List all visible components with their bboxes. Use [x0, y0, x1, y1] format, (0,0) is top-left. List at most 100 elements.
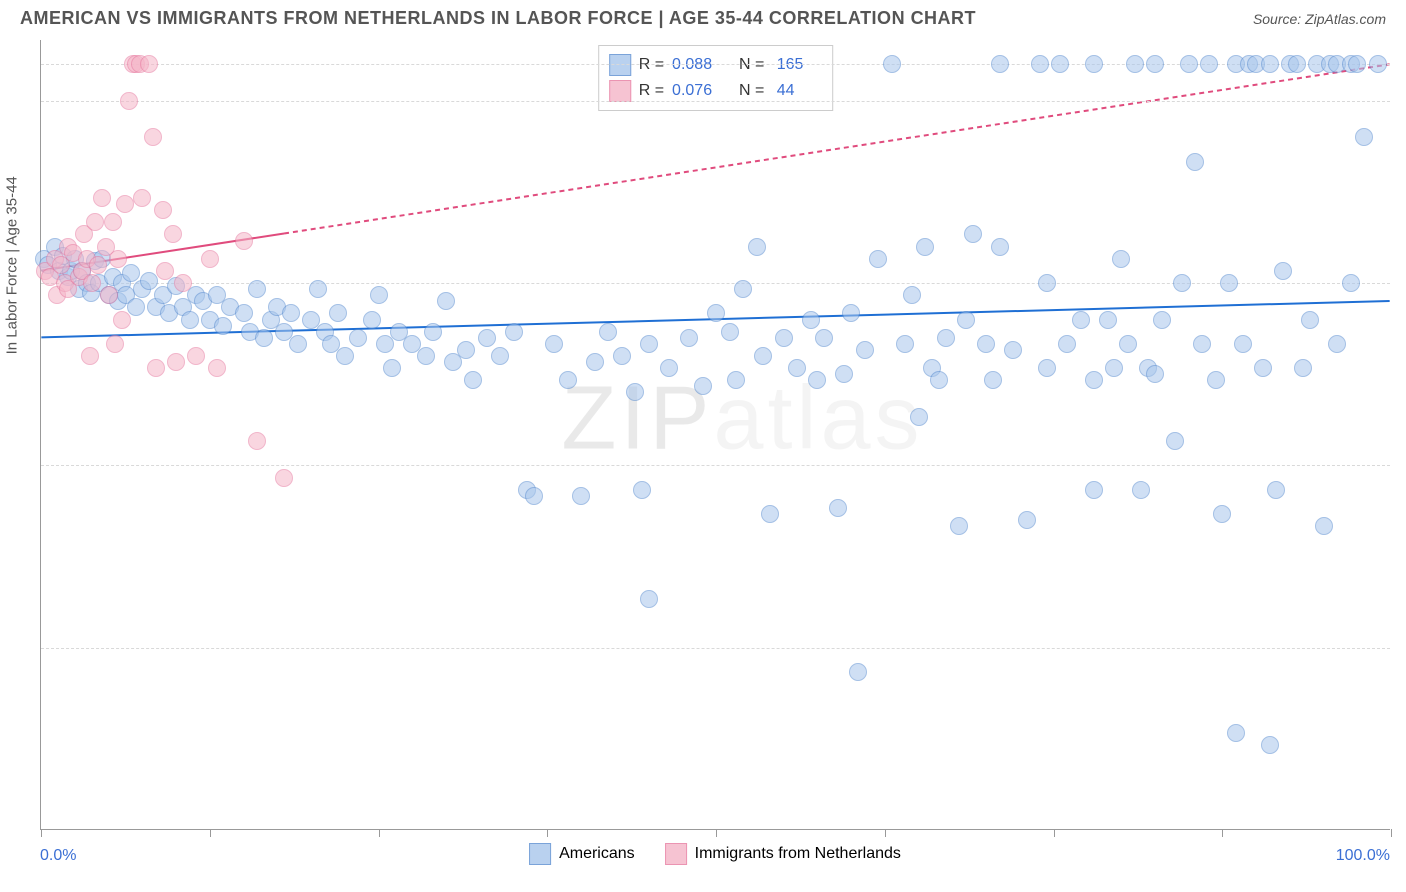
scatter-point: [329, 304, 347, 322]
scatter-point: [1085, 55, 1103, 73]
scatter-point: [1342, 274, 1360, 292]
scatter-point: [1267, 481, 1285, 499]
scatter-point: [1038, 274, 1056, 292]
scatter-point: [950, 517, 968, 535]
legend-item: Americans: [529, 843, 635, 865]
stat-n-value: 44: [772, 82, 822, 100]
chart-header: AMERICAN VS IMMIGRANTS FROM NETHERLANDS …: [0, 0, 1406, 33]
scatter-point: [214, 317, 232, 335]
scatter-point: [187, 347, 205, 365]
scatter-point: [174, 274, 192, 292]
scatter-point: [626, 383, 644, 401]
scatter-point: [86, 213, 104, 231]
gridline-horizontal: [41, 648, 1390, 649]
scatter-point: [849, 663, 867, 681]
scatter-point: [748, 238, 766, 256]
scatter-point: [1173, 274, 1191, 292]
scatter-point: [83, 274, 101, 292]
scatter-point: [1301, 311, 1319, 329]
scatter-point: [154, 201, 172, 219]
scatter-point: [1207, 371, 1225, 389]
scatter-point: [370, 286, 388, 304]
scatter-point: [1153, 311, 1171, 329]
scatter-point: [1132, 481, 1150, 499]
scatter-point: [727, 371, 745, 389]
scatter-point: [1126, 55, 1144, 73]
scatter-point: [122, 264, 140, 282]
legend-label: Immigrants from Netherlands: [695, 845, 901, 863]
scatter-point: [1369, 55, 1387, 73]
scatter-point: [363, 311, 381, 329]
scatter-point: [633, 481, 651, 499]
scatter-point: [491, 347, 509, 365]
scatter-point: [1328, 335, 1346, 353]
scatter-point: [545, 335, 563, 353]
scatter-point: [788, 359, 806, 377]
scatter-point: [417, 347, 435, 365]
scatter-point: [1085, 371, 1103, 389]
scatter-point: [113, 311, 131, 329]
scatter-point: [599, 323, 617, 341]
chart-title: AMERICAN VS IMMIGRANTS FROM NETHERLANDS …: [20, 8, 976, 29]
scatter-point: [1099, 311, 1117, 329]
scatter-point: [133, 189, 151, 207]
x-axis-max-label: 100.0%: [1336, 847, 1390, 865]
scatter-point: [1146, 55, 1164, 73]
scatter-point: [437, 292, 455, 310]
scatter-point: [1200, 55, 1218, 73]
scatter-point: [910, 408, 928, 426]
scatter-point: [775, 329, 793, 347]
scatter-point: [144, 128, 162, 146]
scatter-point: [937, 329, 955, 347]
stat-r-label: R =: [639, 82, 664, 100]
x-tick: [1054, 829, 1055, 837]
scatter-point: [464, 371, 482, 389]
scatter-point: [116, 195, 134, 213]
scatter-point: [457, 341, 475, 359]
scatter-point: [1234, 335, 1252, 353]
scatter-point: [1227, 724, 1245, 742]
legend-swatch: [529, 843, 551, 865]
scatter-plot-area: ZIPatlas R =0.088 N = 165R =0.076 N = 44…: [40, 40, 1390, 830]
scatter-point: [505, 323, 523, 341]
scatter-point: [1166, 432, 1184, 450]
scatter-point: [81, 347, 99, 365]
scatter-point: [640, 335, 658, 353]
scatter-point: [1288, 55, 1306, 73]
scatter-point: [1294, 359, 1312, 377]
scatter-point: [525, 487, 543, 505]
scatter-point: [802, 311, 820, 329]
scatter-point: [991, 55, 1009, 73]
scatter-point: [1112, 250, 1130, 268]
legend-item: Immigrants from Netherlands: [665, 843, 901, 865]
scatter-point: [255, 329, 273, 347]
scatter-point: [883, 55, 901, 73]
scatter-point: [478, 329, 496, 347]
scatter-point: [1119, 335, 1137, 353]
scatter-point: [309, 280, 327, 298]
scatter-point: [349, 329, 367, 347]
scatter-point: [991, 238, 1009, 256]
y-axis-title: In Labor Force | Age 35-44: [4, 176, 21, 354]
scatter-point: [856, 341, 874, 359]
scatter-point: [869, 250, 887, 268]
scatter-point: [156, 262, 174, 280]
stat-n-label: N =: [730, 82, 764, 100]
legend-swatch: [665, 843, 687, 865]
scatter-point: [1180, 55, 1198, 73]
scatter-point: [930, 371, 948, 389]
x-tick: [885, 829, 886, 837]
scatter-point: [164, 225, 182, 243]
scatter-point: [336, 347, 354, 365]
scatter-point: [1038, 359, 1056, 377]
scatter-point: [140, 55, 158, 73]
scatter-point: [896, 335, 914, 353]
scatter-point: [235, 232, 253, 250]
scatter-point: [761, 505, 779, 523]
scatter-point: [640, 590, 658, 608]
scatter-point: [1051, 55, 1069, 73]
scatter-point: [120, 92, 138, 110]
scatter-point: [1031, 55, 1049, 73]
scatter-point: [100, 286, 118, 304]
x-tick: [210, 829, 211, 837]
